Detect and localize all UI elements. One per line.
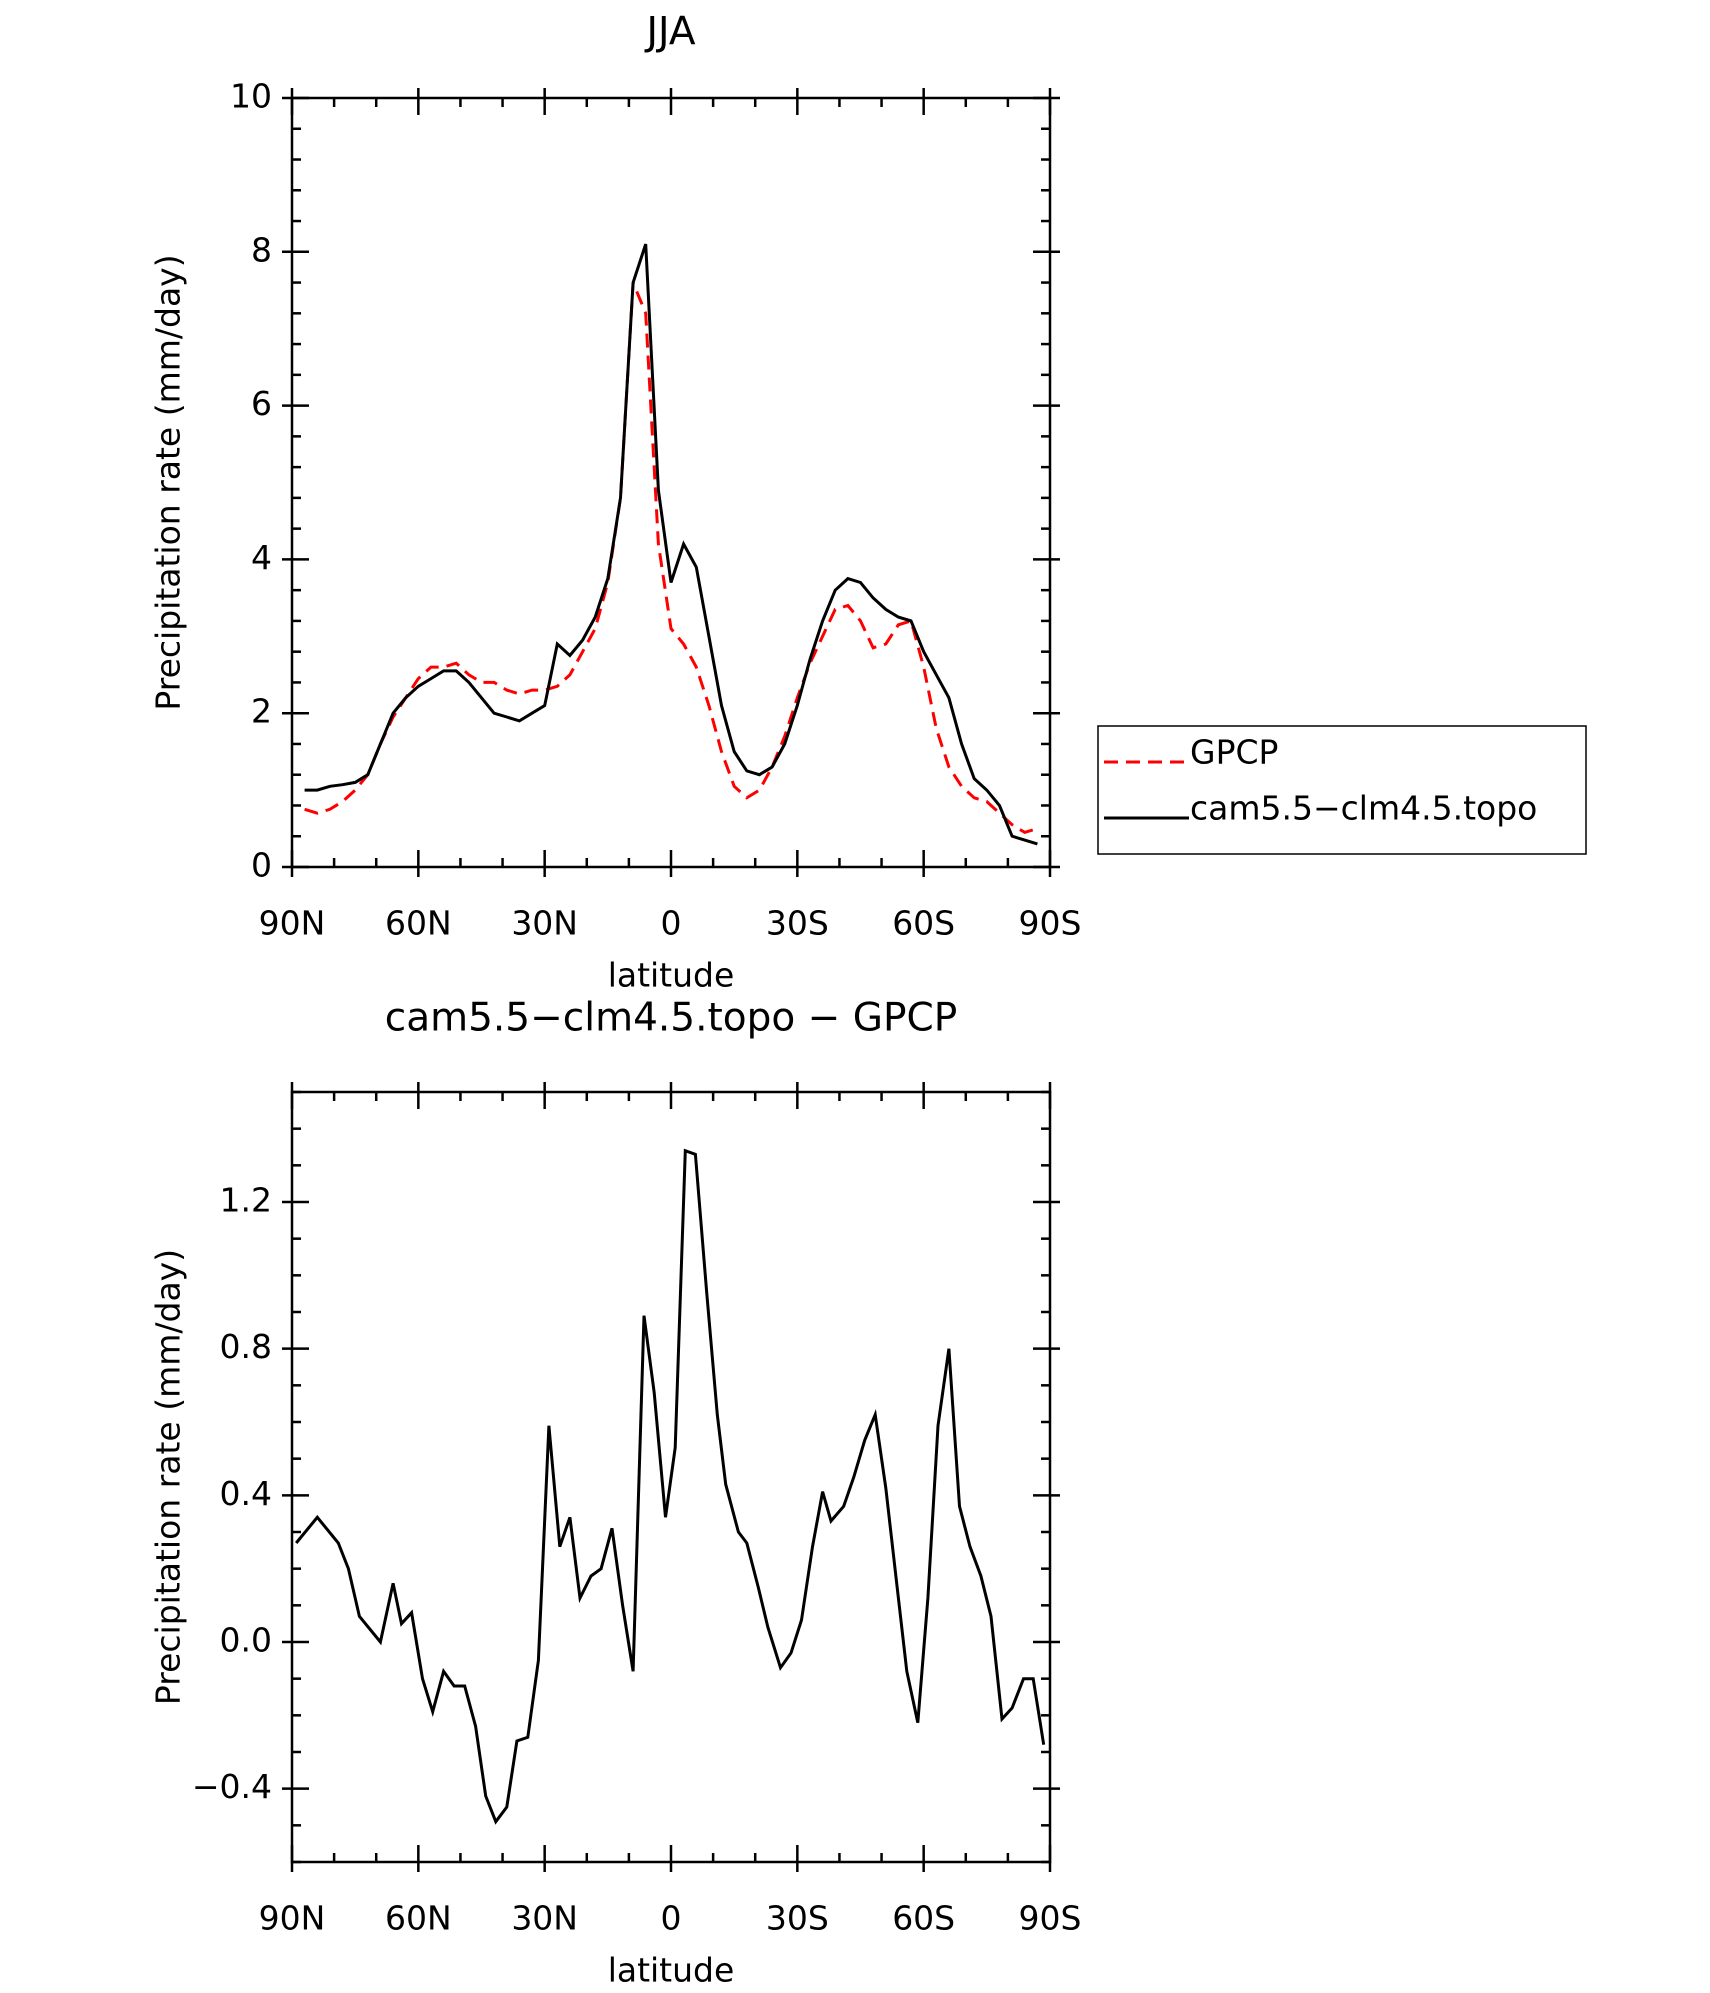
y-tick-label: 2 <box>251 692 272 731</box>
data-line <box>295 1148 1046 1825</box>
x-tick-label: 0 <box>661 904 682 943</box>
x-tick-label: 30S <box>766 904 829 943</box>
y-tick-label: 10 <box>230 77 272 116</box>
x-tick-label: 0 <box>661 1899 682 1938</box>
y-tick-label: 0.4 <box>220 1474 272 1513</box>
y-axis-label: Precipitation rate (mm/day) <box>149 1249 188 1705</box>
y-axis-label: Precipitation rate (mm/day) <box>149 254 188 710</box>
y-tick-label: 4 <box>251 538 272 577</box>
y-tick-label: −0.4 <box>192 1767 272 1806</box>
x-tick-label: 90S <box>1019 904 1082 943</box>
legend-label: GPCP <box>1190 733 1278 772</box>
data-line <box>304 243 1038 846</box>
x-tick-label: 30N <box>511 904 578 943</box>
x-tick-label: 30N <box>511 1899 578 1938</box>
y-tick-label: 0 <box>251 846 272 885</box>
data-line <box>304 282 1038 835</box>
legend-box <box>1097 725 1587 855</box>
y-tick-label: 1.2 <box>220 1181 272 1220</box>
x-tick-label: 30S <box>766 1899 829 1938</box>
x-tick-label: 90N <box>259 1899 326 1938</box>
x-tick-label: 90S <box>1019 1899 1082 1938</box>
y-tick-label: 0.8 <box>220 1327 272 1366</box>
y-tick-label: 8 <box>251 230 272 269</box>
y-tick-label: 0.0 <box>220 1621 272 1660</box>
chart-title: cam5.5−clm4.5.topo − GPCP <box>385 996 957 1041</box>
x-axis-label: latitude <box>608 1951 735 1990</box>
legend-label: cam5.5−clm4.5.topo <box>1190 789 1537 828</box>
plot-frame <box>290 96 1052 869</box>
x-tick-label: 90N <box>259 904 326 943</box>
x-tick-label: 60N <box>385 904 452 943</box>
x-tick-label: 60S <box>892 1899 955 1938</box>
x-axis-label: latitude <box>608 956 735 995</box>
plot-frame <box>290 1090 1052 1864</box>
x-tick-label: 60S <box>892 904 955 943</box>
chart-title: JJA <box>644 10 696 55</box>
y-tick-label: 6 <box>251 384 272 423</box>
x-tick-label: 60N <box>385 1899 452 1938</box>
